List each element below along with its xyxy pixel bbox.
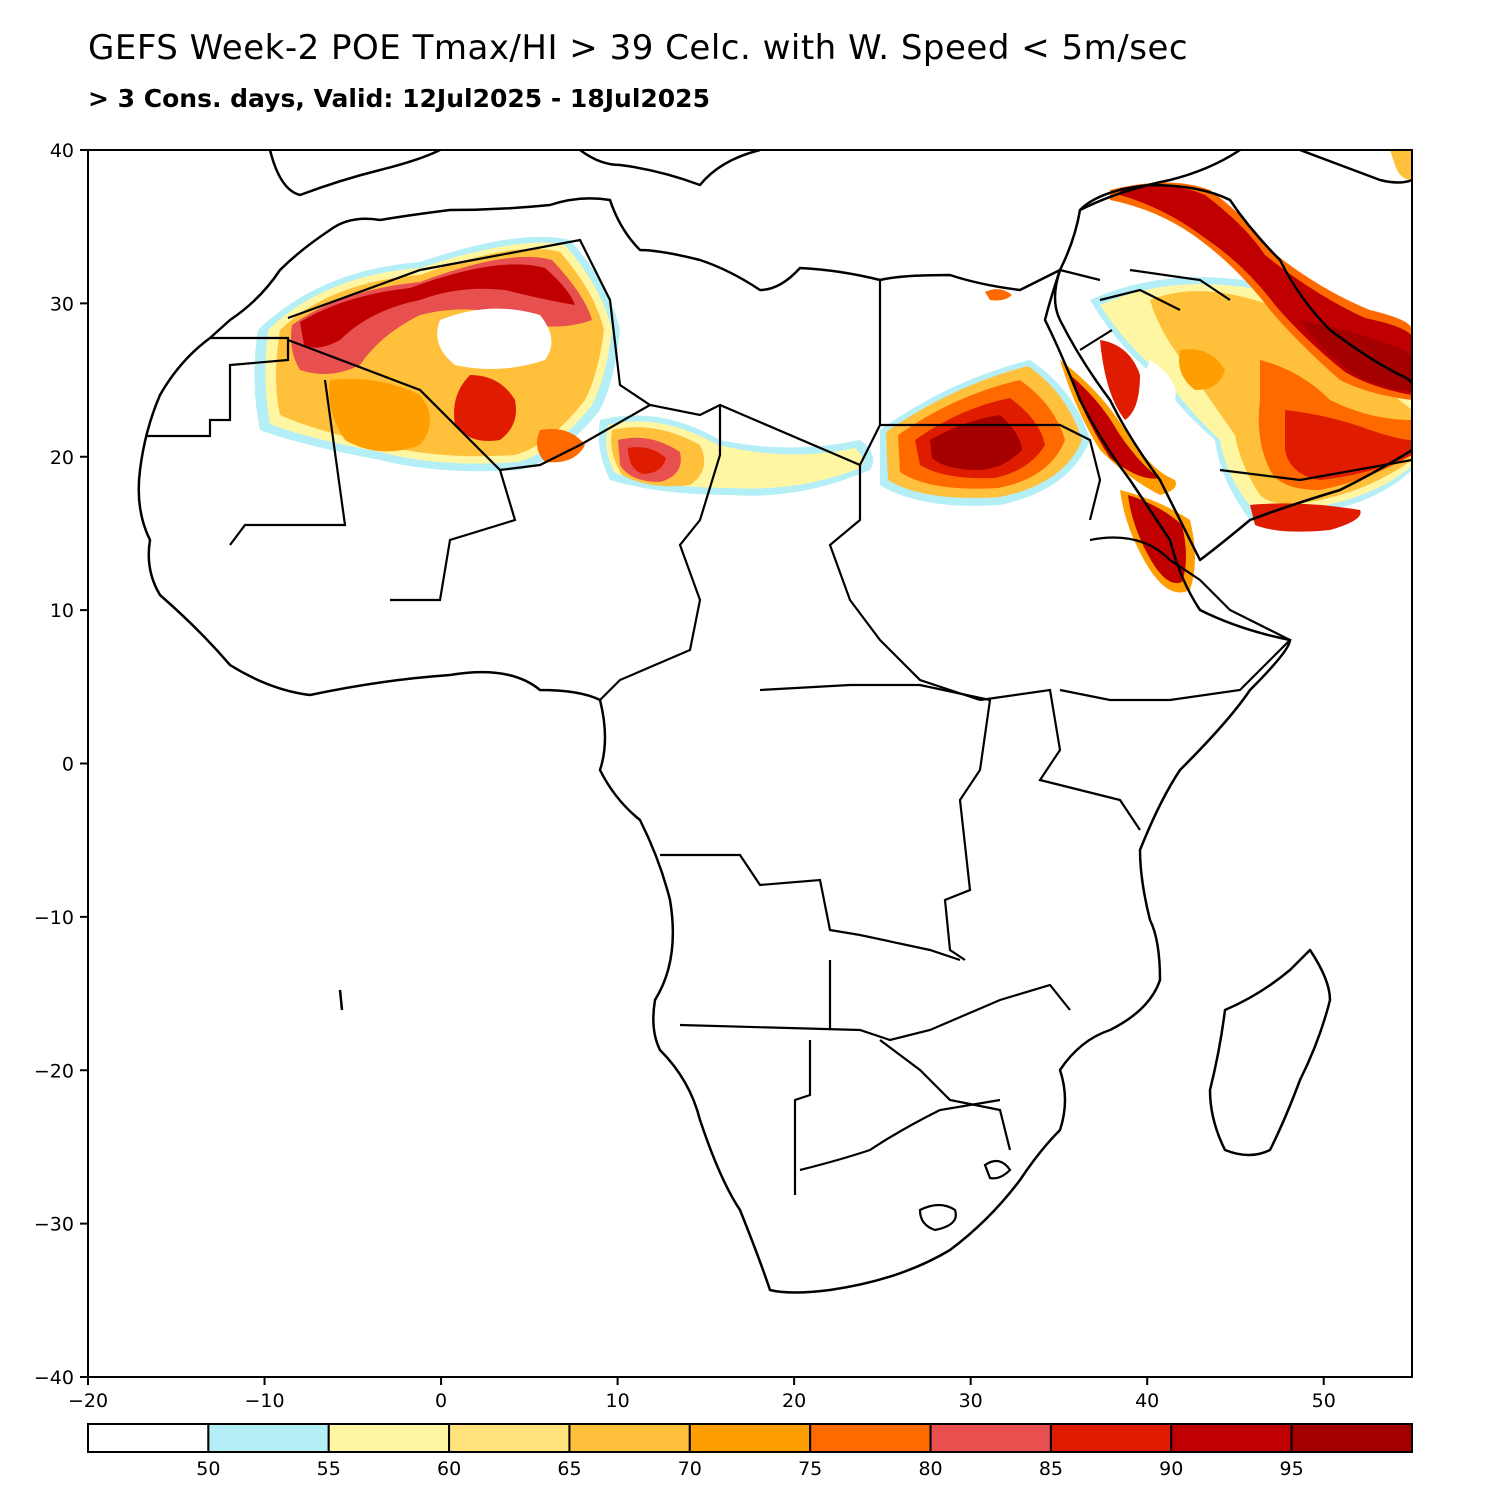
y-tick-label: 30 xyxy=(50,293,74,315)
x-tick-label: 50 xyxy=(1312,1390,1336,1412)
x-tick-label: 10 xyxy=(606,1390,630,1412)
colorbar-swatch xyxy=(688,1423,812,1453)
colorbar-label: 70 xyxy=(678,1458,702,1480)
colorbar-swatch xyxy=(809,1423,932,1453)
y-tick-label: 0 xyxy=(62,754,74,776)
colorbar-swatch xyxy=(87,1423,210,1453)
colorbar-label: 55 xyxy=(317,1458,341,1480)
y-tick-label: 10 xyxy=(50,600,74,622)
colorbar: 50 55 60 65 70 75 80 85 90 95 xyxy=(87,1423,1413,1480)
y-tick-label: −30 xyxy=(34,1214,74,1236)
x-tick-label: 20 xyxy=(782,1390,806,1412)
hotspot-sudan-egypt xyxy=(880,289,1090,506)
colorbar-swatch xyxy=(1049,1423,1173,1453)
madagascar-coastline xyxy=(1208,948,1332,1157)
arabia-coastline xyxy=(1053,183,1412,562)
colorbar-swatch xyxy=(207,1423,330,1453)
x-tick-label: −20 xyxy=(68,1390,108,1412)
y-tick-label: 20 xyxy=(50,447,74,469)
colorbar-label: 95 xyxy=(1280,1458,1304,1480)
y-tick-label: −20 xyxy=(34,1060,74,1082)
colorbar-swatch xyxy=(327,1423,451,1453)
hotspot-niger-chad xyxy=(598,415,874,496)
x-tick-label: 0 xyxy=(435,1390,447,1412)
y-tick-label: −10 xyxy=(34,907,74,929)
colorbar-swatch xyxy=(448,1423,571,1453)
y-tick-label: −40 xyxy=(34,1367,74,1389)
colorbar-swatch xyxy=(1290,1423,1413,1453)
colorbar-swatch xyxy=(929,1423,1052,1453)
country-borders xyxy=(145,238,1412,1232)
axis-ticks: −20 −10 0 10 20 30 40 50 40 30 20 10 0 −10 −20 −30 −40 xyxy=(34,140,1336,1412)
y-tick-label: 40 xyxy=(50,140,74,162)
hotspot-northwest-sahara xyxy=(254,236,620,472)
colorbar-label: 50 xyxy=(196,1458,220,1480)
map-subtitle: > 3 Cons. days, Valid: 12Jul2025 - 18Jul… xyxy=(88,84,710,113)
colorbar-swatch xyxy=(1170,1423,1293,1453)
x-tick-label: 30 xyxy=(959,1390,983,1412)
x-tick-label: 40 xyxy=(1135,1390,1159,1412)
africa-coastline xyxy=(137,197,1292,1294)
map-title: GEFS Week-2 POE Tmax/HI > 39 Celc. with … xyxy=(88,28,1189,68)
coastlines xyxy=(137,150,1412,1294)
colorbar-label: 65 xyxy=(557,1458,581,1480)
x-tick-label: −10 xyxy=(244,1390,284,1412)
colorbar-label: 75 xyxy=(798,1458,822,1480)
colorbar-label: 80 xyxy=(918,1458,942,1480)
hotspot-iraq-gulf xyxy=(1110,150,1412,400)
colorbar-label: 85 xyxy=(1039,1458,1063,1480)
colorbar-label: 90 xyxy=(1159,1458,1183,1480)
colorbar-label: 60 xyxy=(437,1458,461,1480)
colorbar-swatch xyxy=(568,1423,691,1453)
